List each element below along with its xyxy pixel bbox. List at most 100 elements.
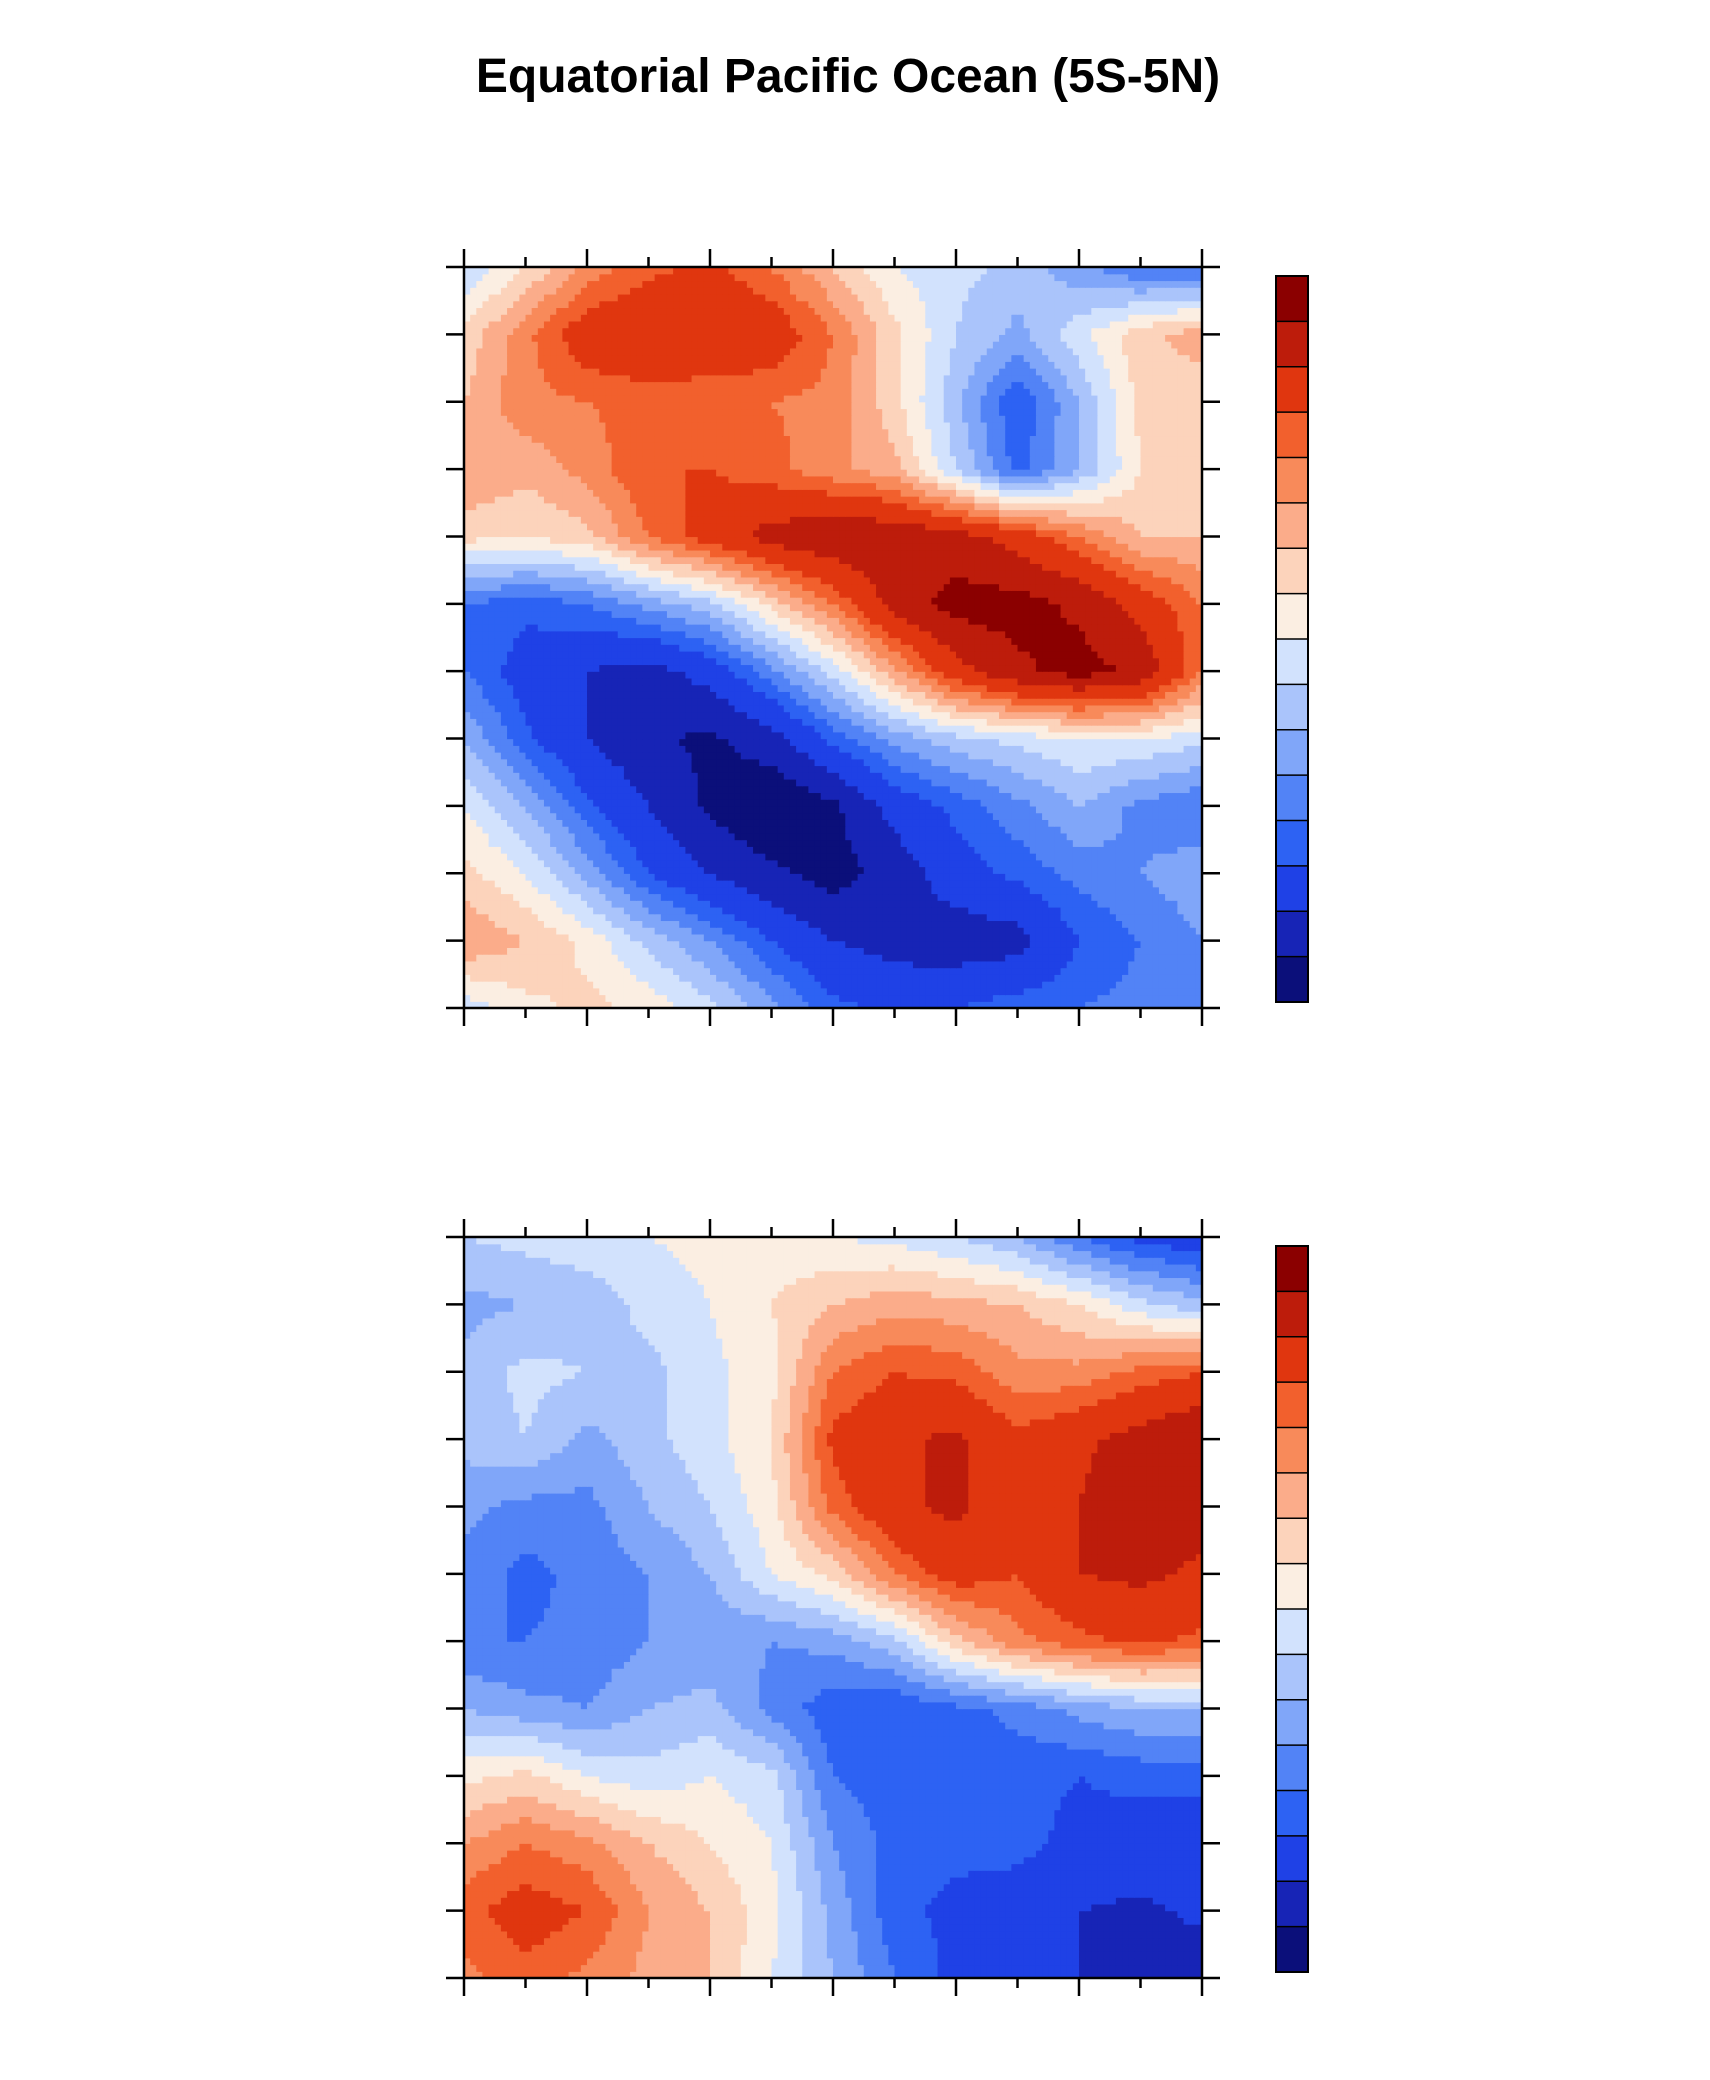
heatmap-cell (605, 954, 613, 962)
heatmap-cell (562, 886, 570, 895)
heatmap-cell (783, 826, 791, 834)
heatmap-cell (1177, 819, 1185, 827)
heatmap-cell (746, 927, 754, 935)
heatmap-cell (765, 819, 773, 827)
heatmap-cell (1054, 819, 1062, 827)
heatmap-cell (525, 900, 533, 908)
heatmap-cell (507, 866, 514, 874)
heatmap-cell (636, 826, 643, 834)
heatmap-cell (728, 799, 736, 807)
heatmap-cell (1079, 772, 1086, 780)
heatmap-cell (464, 1001, 471, 1009)
heatmap-cell (1017, 866, 1025, 874)
heatmap-cell (470, 981, 477, 989)
heatmap-cell (1054, 994, 1062, 1002)
heatmap-cell (894, 839, 902, 847)
heatmap-cell (660, 792, 668, 800)
heatmap-cell (802, 927, 809, 935)
heatmap-cell (470, 758, 477, 767)
heatmap-cell (648, 900, 656, 908)
heatmap-cell (931, 994, 939, 1002)
heatmap-cell (673, 725, 680, 733)
heatmap-cell (1054, 785, 1062, 794)
heatmap-cell (550, 981, 557, 989)
heatmap-cell (673, 826, 680, 834)
heatmap-cell (888, 886, 896, 895)
heatmap-cell (605, 940, 613, 948)
heatmap-cell (882, 819, 889, 827)
heatmap-cell (568, 805, 576, 814)
heatmap-cell (605, 846, 613, 854)
heatmap-cell (1128, 1001, 1135, 1009)
heatmap-cell (476, 866, 484, 874)
heatmap-cell (876, 947, 883, 955)
heatmap-cell (974, 974, 982, 982)
heatmap-cell (1035, 859, 1043, 868)
heatmap-cell (1171, 873, 1178, 881)
heatmap-cell (765, 765, 773, 773)
heatmap-cell (703, 906, 711, 915)
heatmap-cell (876, 792, 883, 800)
heatmap-cell (1134, 987, 1142, 996)
heatmap-cell (968, 906, 976, 915)
heatmap-cell (617, 778, 625, 787)
heatmap-cell (888, 859, 896, 868)
heatmap-cell (900, 792, 908, 800)
heatmap-cell (1005, 913, 1012, 922)
heatmap-cell (906, 846, 914, 854)
heatmap-cell (1134, 799, 1142, 807)
heatmap-cell (531, 960, 539, 969)
heatmap-cell (906, 839, 914, 847)
heatmap-cell (919, 981, 926, 989)
heatmap-cell (1171, 900, 1178, 908)
heatmap-cell (962, 745, 969, 753)
heatmap-cell (1005, 906, 1012, 915)
heatmap-cell (746, 967, 754, 975)
heatmap-cell (537, 947, 545, 955)
heatmap-cell (802, 987, 809, 996)
heatmap-cell (992, 853, 1000, 861)
heatmap-cell (937, 913, 945, 922)
heatmap-cell (814, 846, 822, 854)
heatmap-cell (525, 792, 533, 800)
heatmap-cell (1035, 812, 1043, 820)
heatmap-cell (636, 725, 643, 733)
heatmap-cell (611, 927, 619, 935)
heatmap-cell (1134, 785, 1142, 794)
heatmap-cell (1029, 785, 1037, 794)
heatmap-cell (1140, 738, 1148, 746)
heatmap-cell (992, 859, 1000, 868)
heatmap-cell (746, 725, 754, 733)
heatmap-cell (999, 819, 1006, 827)
heatmap-cell (999, 785, 1006, 794)
heatmap-cell (820, 994, 828, 1002)
heatmap-cell (642, 785, 650, 794)
heatmap-cell (882, 886, 889, 895)
heatmap-cell (956, 805, 963, 814)
heatmap-cell (1054, 906, 1062, 915)
heatmap-cell (956, 880, 963, 888)
heatmap-cell (814, 805, 822, 814)
heatmap-cell (636, 785, 643, 794)
heatmap-cell (1097, 940, 1105, 948)
heatmap-cell (716, 981, 723, 989)
heatmap-cell (1060, 738, 1068, 746)
heatmap-cell (833, 792, 840, 800)
heatmap-cell (888, 758, 896, 767)
heatmap-cell (1158, 873, 1166, 881)
heatmap-cell (464, 960, 471, 969)
heatmap-cell (710, 947, 717, 955)
heatmap-cell (900, 866, 908, 874)
heatmap-cell (648, 947, 656, 955)
heatmap-cell (857, 900, 865, 908)
heatmap-cell (574, 846, 582, 854)
heatmap-cell (826, 765, 834, 773)
heatmap-cell (623, 866, 631, 874)
heatmap-cell (968, 893, 976, 901)
heatmap-cell (1017, 920, 1025, 928)
heatmap-cell (1066, 927, 1074, 935)
heatmap-cell (1158, 792, 1166, 800)
heatmap-cell (833, 772, 840, 780)
heatmap-cell (630, 772, 637, 780)
heatmap-cell (525, 758, 533, 767)
